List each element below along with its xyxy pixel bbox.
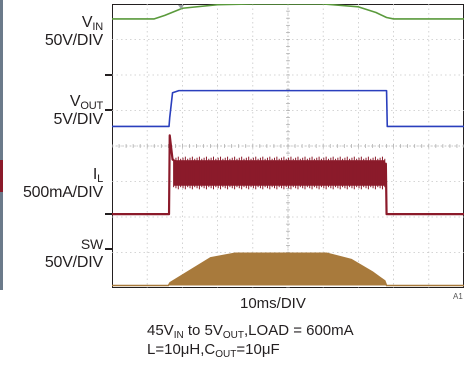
trigger-marker-icon xyxy=(178,5,184,9)
label-il: IL 500mA/DIV xyxy=(22,166,103,201)
label-vin-scale: 50V/DIV xyxy=(44,32,103,49)
traces xyxy=(112,4,464,287)
label-sw: SW 50V/DIV xyxy=(44,236,103,271)
marker-sw xyxy=(105,248,112,250)
trace-v-in xyxy=(112,4,464,20)
caption-line-1: 45VIN to 5VOUT,LOAD = 600mA xyxy=(147,322,354,341)
trace-i-l xyxy=(112,134,464,216)
label-vout-scale: 5V/DIV xyxy=(53,111,104,128)
left-panel-edge-red xyxy=(0,160,3,192)
marker-il xyxy=(105,213,112,215)
trace-v-out xyxy=(112,89,464,128)
label-vout: VOUT 5V/DIV xyxy=(53,93,104,128)
marker-vout xyxy=(105,109,112,111)
label-sw-scale: 50V/DIV xyxy=(44,254,103,271)
scope-screen xyxy=(112,4,464,288)
x-axis-label: 10ms/DIV xyxy=(240,295,306,312)
grid xyxy=(112,4,464,288)
marker-vin xyxy=(105,74,112,76)
label-vin: VIN 50V/DIV xyxy=(44,14,103,49)
trace-sw xyxy=(112,252,464,287)
label-il-scale: 500mA/DIV xyxy=(22,184,103,201)
trace-sw-fill xyxy=(112,253,464,286)
left-panel-edge xyxy=(0,0,3,290)
caption-line-2: L=10μH,COUT=10μF xyxy=(147,341,280,360)
figure-id: A1 xyxy=(453,292,463,301)
